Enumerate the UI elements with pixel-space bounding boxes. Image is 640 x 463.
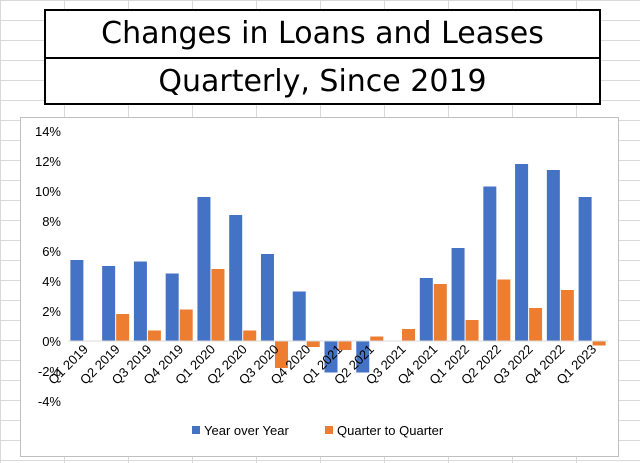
bar-year-over-year: [197, 197, 211, 341]
bar-year-over-year: [546, 170, 560, 341]
bar-quarter-to-quarter: [370, 336, 384, 341]
bar-quarter-to-quarter: [497, 279, 511, 341]
y-tick-label: 12%: [35, 154, 61, 169]
y-tick-label: 0%: [42, 334, 61, 349]
title-line-2: Quarterly, Since 2019: [158, 64, 487, 99]
bar-quarter-to-quarter: [274, 341, 288, 368]
bar-quarter-to-quarter: [529, 308, 543, 341]
bar-year-over-year: [165, 273, 179, 341]
bar-quarter-to-quarter: [338, 341, 352, 350]
bar-quarter-to-quarter: [402, 329, 416, 341]
bar-year-over-year: [260, 254, 274, 341]
bar-year-over-year: [102, 266, 116, 341]
bar-year-over-year: [70, 260, 84, 341]
y-tick-label: 10%: [35, 184, 61, 199]
y-tick-label: 2%: [42, 304, 61, 319]
bar-quarter-to-quarter: [433, 284, 447, 341]
bar-year-over-year: [133, 261, 147, 341]
bar-quarter-to-quarter: [211, 269, 225, 341]
bar-year-over-year: [515, 164, 529, 341]
title-line-1: Changes in Loans and Leases: [101, 16, 544, 51]
bar-quarter-to-quarter: [243, 330, 257, 341]
bar-year-over-year: [229, 215, 243, 341]
bar-year-over-year: [419, 278, 433, 341]
bar-year-over-year: [578, 197, 592, 341]
bar-year-over-year: [356, 341, 370, 373]
bar-quarter-to-quarter: [306, 341, 320, 347]
bar-year-over-year: [451, 248, 465, 341]
bar-quarter-to-quarter: [560, 290, 574, 341]
bar-quarter-to-quarter: [592, 341, 606, 346]
y-tick-label: -4%: [38, 394, 62, 409]
y-tick-label: 14%: [35, 124, 61, 139]
y-tick-label: 4%: [42, 274, 61, 289]
title-box[interactable]: Changes in Loans and Leases Quarterly, S…: [44, 9, 601, 105]
legend-label-quarter-to-quarter: Quarter to Quarter: [337, 423, 444, 438]
bar-year-over-year: [324, 341, 338, 373]
bar-year-over-year: [292, 291, 306, 341]
y-tick-label: 8%: [42, 214, 61, 229]
y-tick-label: 6%: [42, 244, 61, 259]
bars-layer: [70, 164, 606, 373]
legend: Year over Year Quarter to Quarter: [192, 423, 444, 438]
legend-label-year-over-year: Year over Year: [204, 423, 289, 438]
bar-year-over-year: [483, 186, 497, 341]
legend-swatch-quarter-to-quarter: [325, 426, 333, 434]
legend-swatch-year-over-year: [192, 426, 200, 434]
title-separator: [46, 57, 599, 59]
y-tick-label: -2%: [38, 364, 62, 379]
bar-quarter-to-quarter: [465, 320, 479, 341]
bar-quarter-to-quarter: [116, 314, 130, 341]
bar-quarter-to-quarter: [147, 330, 161, 341]
bar-quarter-to-quarter: [179, 309, 193, 341]
